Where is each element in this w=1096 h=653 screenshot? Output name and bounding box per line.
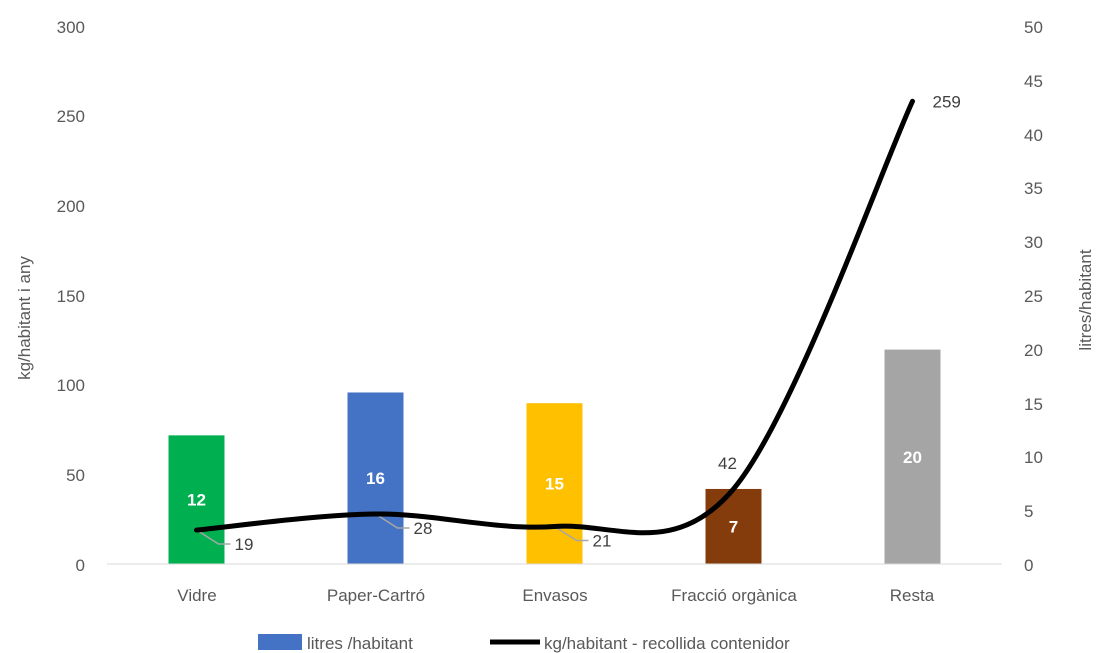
x-tick-label: Fracció orgànica — [671, 586, 797, 605]
right-tick-label: 45 — [1024, 72, 1043, 91]
bar-value-label: 20 — [903, 448, 922, 467]
legend: litres /habitant kg/habitant - recollida… — [258, 634, 790, 653]
data-labels: 12 16 15 7 20 19 28 21 42 259 — [187, 92, 961, 554]
legend-bar-swatch — [258, 634, 302, 650]
x-axis-ticks: Vidre Paper-Cartró Envasos Fracció orgàn… — [177, 586, 934, 605]
left-tick-label: 150 — [57, 287, 85, 306]
bar-value-label: 7 — [729, 517, 738, 536]
right-tick-label: 0 — [1024, 556, 1033, 575]
left-tick-label: 250 — [57, 107, 85, 126]
x-tick-label: Paper-Cartró — [327, 586, 425, 605]
left-tick-label: 300 — [57, 18, 85, 37]
bar-2 — [526, 403, 583, 564]
right-tick-label: 15 — [1024, 395, 1043, 414]
right-tick-label: 35 — [1024, 179, 1043, 198]
x-tick-label: Vidre — [177, 586, 216, 605]
bar-value-label: 16 — [366, 469, 385, 488]
bar-value-label: 12 — [187, 491, 206, 510]
bar-1 — [347, 392, 404, 564]
leader-line — [554, 525, 589, 542]
right-tick-label: 30 — [1024, 233, 1043, 252]
right-tick-label: 20 — [1024, 341, 1043, 360]
right-tick-label: 5 — [1024, 502, 1033, 521]
x-tick-label: Resta — [890, 586, 935, 605]
bar-4 — [884, 349, 941, 564]
line-value-label: 21 — [593, 531, 612, 550]
right-axis-ticks: 0 5 10 15 20 25 30 35 40 45 50 — [1024, 18, 1043, 575]
line-value-label: 259 — [933, 92, 961, 111]
left-axis-ticks: 0 50 100 150 200 250 300 — [57, 18, 85, 575]
right-tick-label: 25 — [1024, 287, 1043, 306]
line-value-label: 42 — [718, 454, 737, 473]
x-tick-label: Envasos — [522, 586, 587, 605]
left-tick-label: 0 — [76, 556, 85, 575]
left-axis-title: kg/habitant i any — [15, 256, 34, 380]
line-value-label: 28 — [414, 519, 433, 538]
leader-lines — [196, 513, 589, 545]
bar-value-label: 15 — [545, 475, 564, 494]
right-tick-label: 40 — [1024, 126, 1043, 145]
legend-line-label: kg/habitant - recollida contenidor — [544, 634, 790, 653]
left-tick-label: 100 — [57, 376, 85, 395]
bar-3 — [705, 488, 762, 564]
right-tick-label: 50 — [1024, 18, 1043, 37]
line-value-label: 19 — [235, 535, 254, 554]
left-tick-label: 50 — [66, 466, 85, 485]
left-tick-label: 200 — [57, 197, 85, 216]
leader-line — [196, 529, 231, 545]
legend-bar-label: litres /habitant — [307, 634, 413, 653]
bar-series — [168, 349, 941, 564]
leader-line — [375, 513, 410, 529]
right-axis-title: litres/habitant — [1076, 249, 1095, 350]
right-tick-label: 10 — [1024, 448, 1043, 467]
kg-line-series — [194, 98, 915, 536]
